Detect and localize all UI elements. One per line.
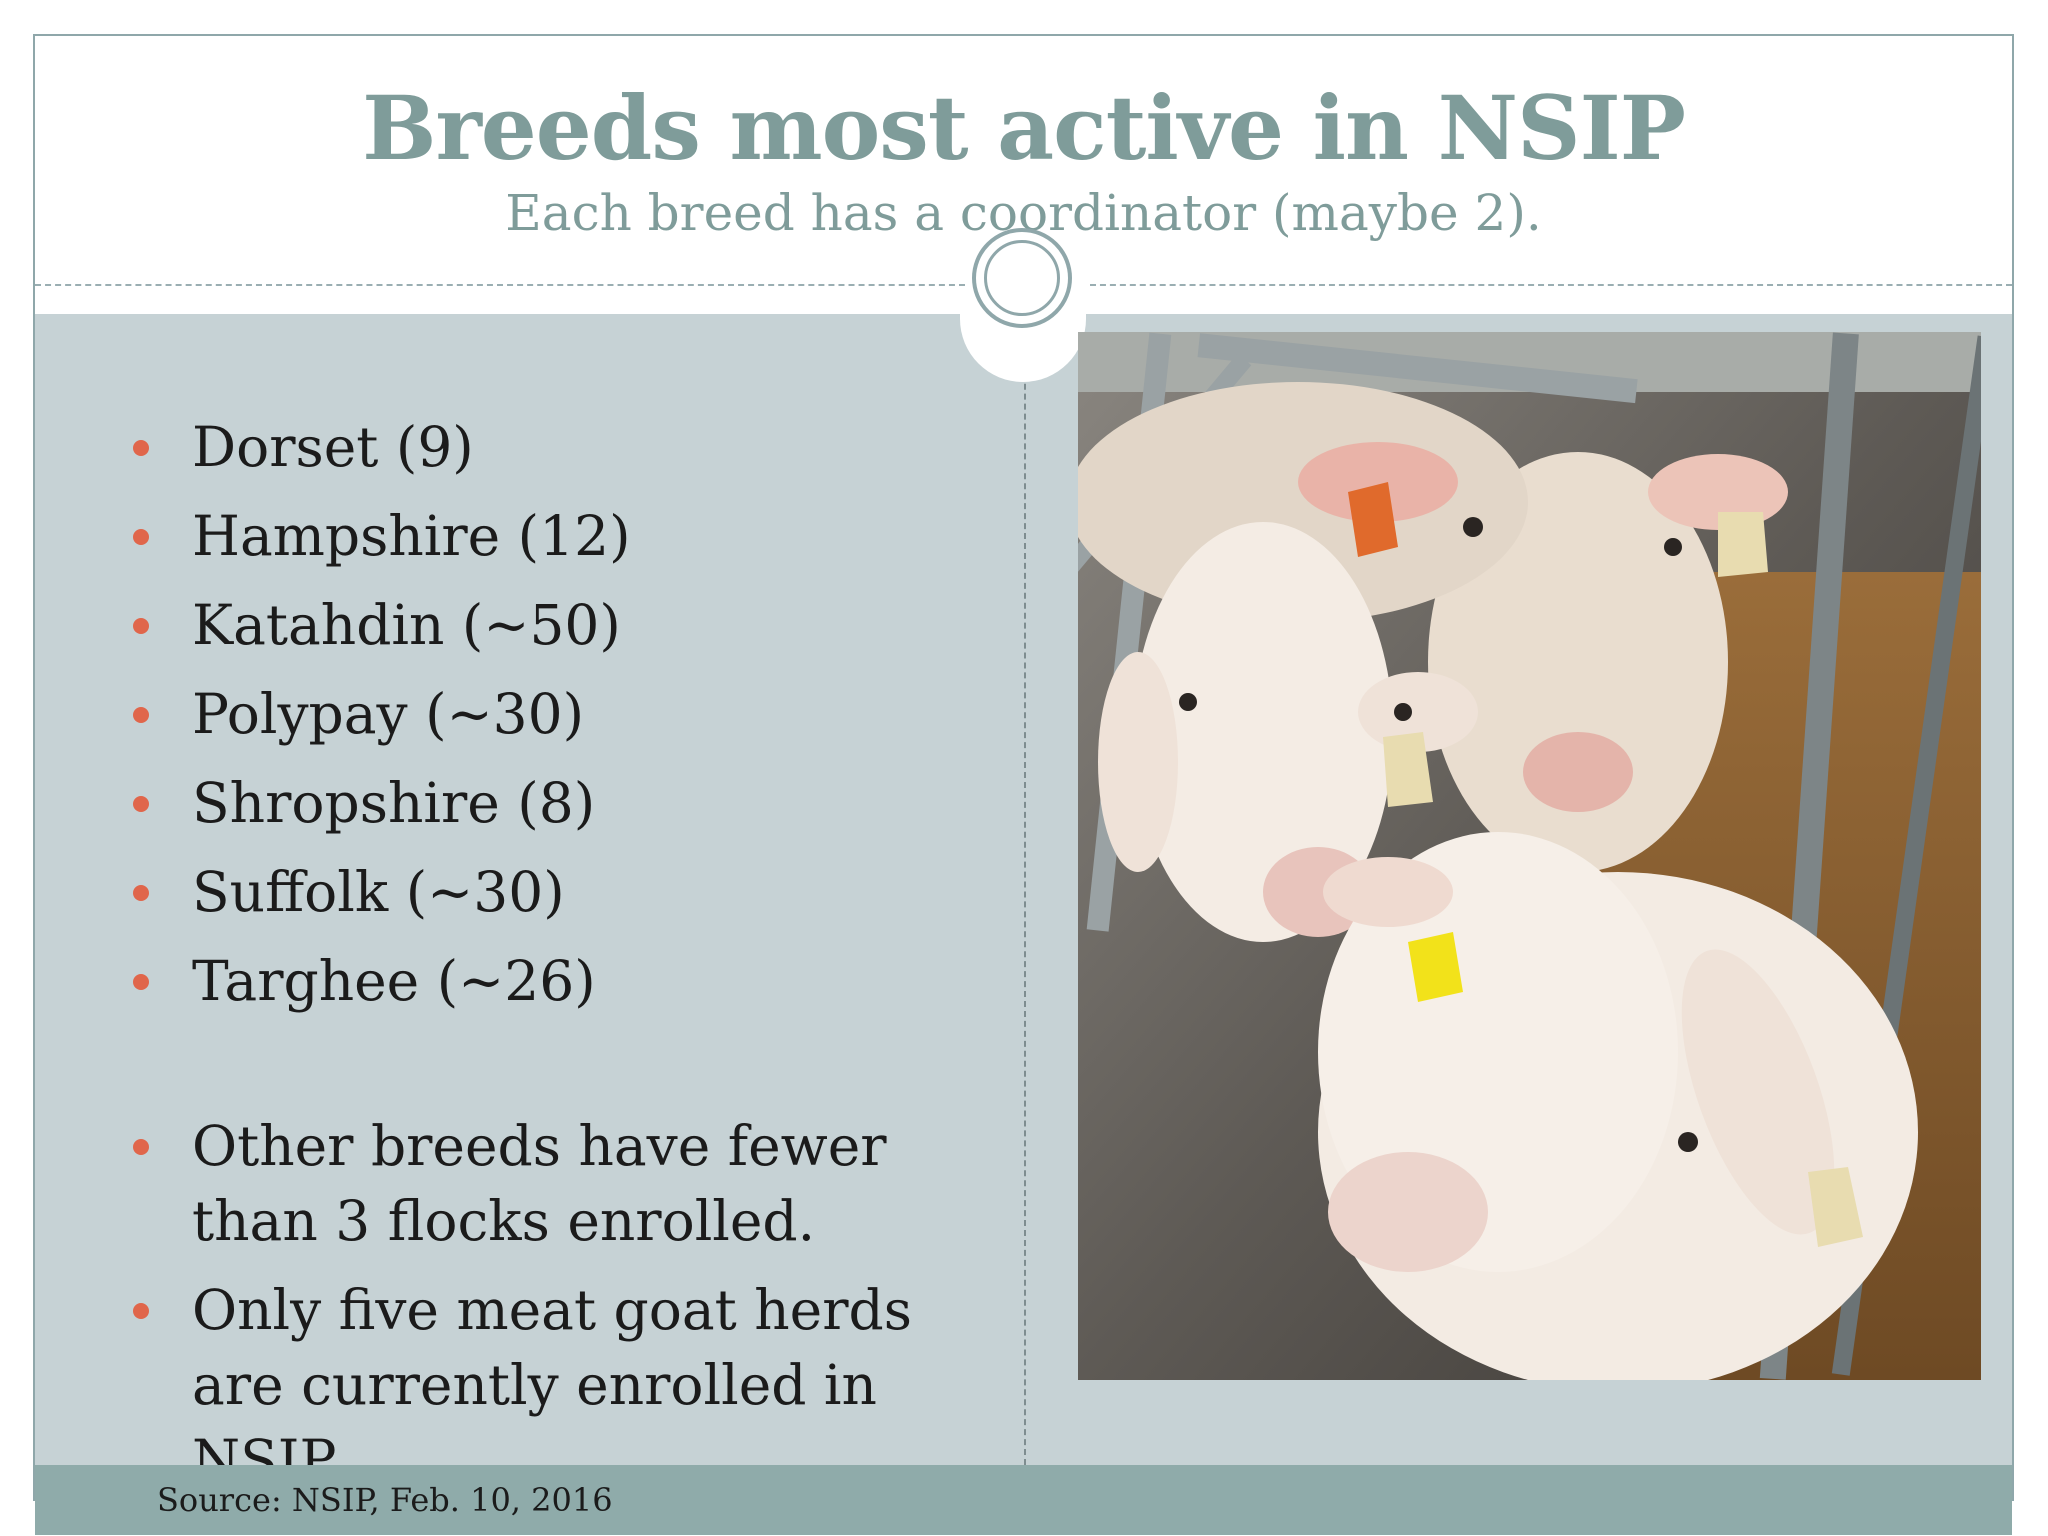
divider-ring-icon — [972, 228, 1072, 328]
bullet-item: Polypay (~30) — [97, 677, 997, 752]
content-panel: Dorset (9) Hampshire (12) Katahdin (~50)… — [35, 312, 2012, 1492]
sheep-photo — [1078, 332, 1981, 1380]
bullet-item: Only five meat goat herds are currently … — [97, 1273, 997, 1498]
bullet-dot-icon — [133, 618, 149, 634]
bullet-dot-icon — [133, 707, 149, 723]
slide-title: Breeds most active in NSIP — [362, 76, 1686, 180]
source-note: Source: NSIP, Feb. 10, 2016 — [157, 1481, 613, 1519]
bullet-dot-icon — [133, 796, 149, 812]
bullet-dot-icon — [133, 885, 149, 901]
slide: Breeds most active in NSIP Each breed ha… — [33, 34, 2014, 1535]
header-divider-left — [35, 284, 965, 286]
footer-bar: Source: NSIP, Feb. 10, 2016 — [35, 1465, 2012, 1535]
bullet-item: Katahdin (~50) — [97, 588, 997, 663]
bullet-item: Hampshire (12) — [97, 499, 997, 574]
bullet-dot-icon — [133, 529, 149, 545]
header-divider-right — [1090, 284, 2012, 286]
bullet-item: Targhee (~26) — [97, 944, 997, 1019]
divider-ring-inner — [984, 240, 1060, 316]
bullet-dot-icon — [133, 440, 149, 456]
bullet-item: Dorset (9) — [97, 410, 997, 485]
bullet-dot-icon — [133, 974, 149, 990]
column-divider — [1024, 314, 1026, 1465]
bullet-item: Other breeds have fewer than 3 flocks en… — [97, 1109, 997, 1259]
bullet-item: Suffolk (~30) — [97, 855, 997, 930]
bullet-dot-icon — [133, 1139, 149, 1155]
sheep-photo-graphic — [1078, 332, 1981, 1380]
bullet-dot-icon — [133, 1303, 149, 1319]
bullet-item: Shropshire (8) — [97, 766, 997, 841]
